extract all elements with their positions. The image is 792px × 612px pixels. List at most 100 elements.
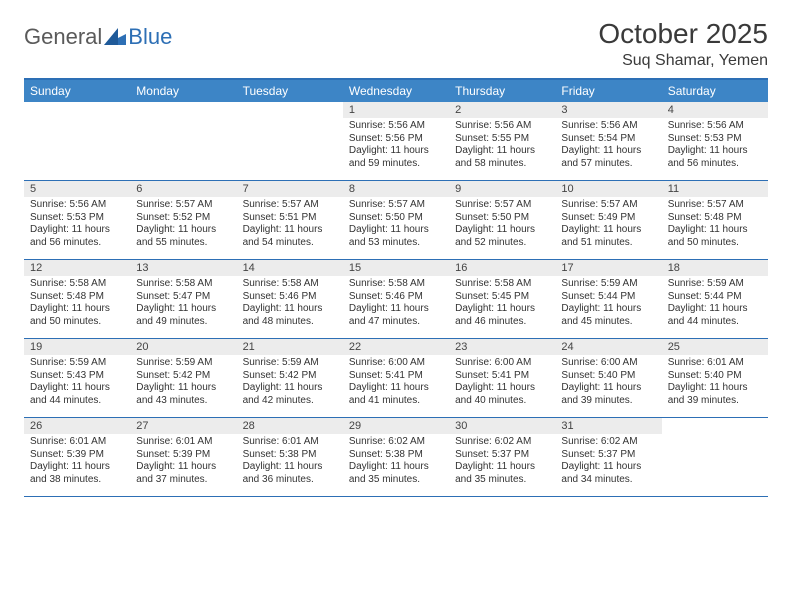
- sunrise-line: Sunrise: 5:56 AM: [30, 199, 124, 212]
- daylight-line: Daylight: 11 hours and 43 minutes.: [136, 382, 230, 407]
- daylight-line: Daylight: 11 hours and 53 minutes.: [349, 224, 443, 249]
- sunset-line: Sunset: 5:41 PM: [455, 370, 549, 383]
- sunrise-line: Sunrise: 5:56 AM: [349, 120, 443, 133]
- sunset-line: Sunset: 5:52 PM: [136, 212, 230, 225]
- day-details: Sunrise: 6:01 AMSunset: 5:38 PMDaylight:…: [237, 434, 343, 490]
- day-details: Sunrise: 5:57 AMSunset: 5:52 PMDaylight:…: [130, 197, 236, 253]
- day-details: Sunrise: 5:56 AMSunset: 5:56 PMDaylight:…: [343, 118, 449, 174]
- week-row: 5Sunrise: 5:56 AMSunset: 5:53 PMDaylight…: [24, 181, 768, 260]
- daylight-line: Daylight: 11 hours and 50 minutes.: [30, 303, 124, 328]
- day-cell: 28Sunrise: 6:01 AMSunset: 5:38 PMDayligh…: [237, 418, 343, 496]
- day-details: Sunrise: 6:00 AMSunset: 5:41 PMDaylight:…: [449, 355, 555, 411]
- day-cell: [237, 102, 343, 180]
- day-details: Sunrise: 5:57 AMSunset: 5:48 PMDaylight:…: [662, 197, 768, 253]
- daylight-line: Daylight: 11 hours and 54 minutes.: [243, 224, 337, 249]
- sunrise-line: Sunrise: 6:00 AM: [349, 357, 443, 370]
- daylight-line: Daylight: 11 hours and 49 minutes.: [136, 303, 230, 328]
- day-number: 23: [449, 339, 555, 355]
- day-details: Sunrise: 6:01 AMSunset: 5:39 PMDaylight:…: [24, 434, 130, 490]
- logo-text-general: General: [24, 24, 102, 50]
- day-cell: 11Sunrise: 5:57 AMSunset: 5:48 PMDayligh…: [662, 181, 768, 259]
- sunrise-line: Sunrise: 5:57 AM: [668, 199, 762, 212]
- sunset-line: Sunset: 5:39 PM: [30, 449, 124, 462]
- daylight-line: Daylight: 11 hours and 46 minutes.: [455, 303, 549, 328]
- day-cell: 3Sunrise: 5:56 AMSunset: 5:54 PMDaylight…: [555, 102, 661, 180]
- day-cell: 7Sunrise: 5:57 AMSunset: 5:51 PMDaylight…: [237, 181, 343, 259]
- daylight-line: Daylight: 11 hours and 59 minutes.: [349, 145, 443, 170]
- daylight-line: Daylight: 11 hours and 51 minutes.: [561, 224, 655, 249]
- logo: General Blue: [24, 18, 172, 50]
- day-cell: 8Sunrise: 5:57 AMSunset: 5:50 PMDaylight…: [343, 181, 449, 259]
- daylight-line: Daylight: 11 hours and 52 minutes.: [455, 224, 549, 249]
- sunrise-line: Sunrise: 5:58 AM: [349, 278, 443, 291]
- daylight-line: Daylight: 11 hours and 34 minutes.: [561, 461, 655, 486]
- day-cell: [24, 102, 130, 180]
- week-row: 19Sunrise: 5:59 AMSunset: 5:43 PMDayligh…: [24, 339, 768, 418]
- day-cell: 15Sunrise: 5:58 AMSunset: 5:46 PMDayligh…: [343, 260, 449, 338]
- sunrise-line: Sunrise: 5:59 AM: [668, 278, 762, 291]
- day-number: 19: [24, 339, 130, 355]
- daylight-line: Daylight: 11 hours and 56 minutes.: [668, 145, 762, 170]
- day-details: Sunrise: 5:57 AMSunset: 5:49 PMDaylight:…: [555, 197, 661, 253]
- day-number: 30: [449, 418, 555, 434]
- daylight-line: Daylight: 11 hours and 39 minutes.: [561, 382, 655, 407]
- header-row: General Blue October 2025 Suq Shamar, Ye…: [24, 18, 768, 70]
- day-cell: 10Sunrise: 5:57 AMSunset: 5:49 PMDayligh…: [555, 181, 661, 259]
- daylight-line: Daylight: 11 hours and 36 minutes.: [243, 461, 337, 486]
- daylight-line: Daylight: 11 hours and 38 minutes.: [30, 461, 124, 486]
- location-label: Suq Shamar, Yemen: [598, 52, 768, 70]
- sunrise-line: Sunrise: 5:57 AM: [136, 199, 230, 212]
- day-cell: 24Sunrise: 6:00 AMSunset: 5:40 PMDayligh…: [555, 339, 661, 417]
- sunset-line: Sunset: 5:47 PM: [136, 291, 230, 304]
- day-number: 21: [237, 339, 343, 355]
- day-details: Sunrise: 5:56 AMSunset: 5:54 PMDaylight:…: [555, 118, 661, 174]
- sunrise-line: Sunrise: 6:02 AM: [349, 436, 443, 449]
- day-details: Sunrise: 6:02 AMSunset: 5:38 PMDaylight:…: [343, 434, 449, 490]
- sunset-line: Sunset: 5:44 PM: [561, 291, 655, 304]
- day-number: 16: [449, 260, 555, 276]
- sunset-line: Sunset: 5:43 PM: [30, 370, 124, 383]
- sunrise-line: Sunrise: 5:56 AM: [668, 120, 762, 133]
- day-number: [24, 102, 130, 118]
- weekday-header: Monday: [130, 80, 236, 102]
- logo-text-blue: Blue: [128, 24, 172, 50]
- sunrise-line: Sunrise: 5:58 AM: [30, 278, 124, 291]
- sunrise-line: Sunrise: 5:56 AM: [561, 120, 655, 133]
- daylight-line: Daylight: 11 hours and 40 minutes.: [455, 382, 549, 407]
- sunrise-line: Sunrise: 5:59 AM: [561, 278, 655, 291]
- day-details: Sunrise: 5:59 AMSunset: 5:44 PMDaylight:…: [662, 276, 768, 332]
- sunrise-line: Sunrise: 5:59 AM: [30, 357, 124, 370]
- daylight-line: Daylight: 11 hours and 41 minutes.: [349, 382, 443, 407]
- daylight-line: Daylight: 11 hours and 35 minutes.: [455, 461, 549, 486]
- day-number: 6: [130, 181, 236, 197]
- day-cell: 4Sunrise: 5:56 AMSunset: 5:53 PMDaylight…: [662, 102, 768, 180]
- sunset-line: Sunset: 5:42 PM: [243, 370, 337, 383]
- sunset-line: Sunset: 5:56 PM: [349, 133, 443, 146]
- day-cell: 21Sunrise: 5:59 AMSunset: 5:42 PMDayligh…: [237, 339, 343, 417]
- day-cell: 25Sunrise: 6:01 AMSunset: 5:40 PMDayligh…: [662, 339, 768, 417]
- sunrise-line: Sunrise: 6:01 AM: [30, 436, 124, 449]
- day-details: Sunrise: 5:59 AMSunset: 5:43 PMDaylight:…: [24, 355, 130, 411]
- sunset-line: Sunset: 5:37 PM: [455, 449, 549, 462]
- sunrise-line: Sunrise: 5:56 AM: [455, 120, 549, 133]
- day-cell: 1Sunrise: 5:56 AMSunset: 5:56 PMDaylight…: [343, 102, 449, 180]
- day-number: 13: [130, 260, 236, 276]
- weekday-header: Tuesday: [237, 80, 343, 102]
- sunrise-line: Sunrise: 6:00 AM: [561, 357, 655, 370]
- sunrise-line: Sunrise: 5:57 AM: [561, 199, 655, 212]
- day-number: 4: [662, 102, 768, 118]
- day-details: Sunrise: 5:59 AMSunset: 5:42 PMDaylight:…: [130, 355, 236, 411]
- sunset-line: Sunset: 5:49 PM: [561, 212, 655, 225]
- day-details: Sunrise: 5:58 AMSunset: 5:47 PMDaylight:…: [130, 276, 236, 332]
- day-number: 25: [662, 339, 768, 355]
- daylight-line: Daylight: 11 hours and 58 minutes.: [455, 145, 549, 170]
- day-details: Sunrise: 5:56 AMSunset: 5:53 PMDaylight:…: [24, 197, 130, 253]
- daylight-line: Daylight: 11 hours and 35 minutes.: [349, 461, 443, 486]
- day-cell: 27Sunrise: 6:01 AMSunset: 5:39 PMDayligh…: [130, 418, 236, 496]
- daylight-line: Daylight: 11 hours and 48 minutes.: [243, 303, 337, 328]
- week-row: 26Sunrise: 6:01 AMSunset: 5:39 PMDayligh…: [24, 418, 768, 497]
- day-number: 2: [449, 102, 555, 118]
- day-cell: 5Sunrise: 5:56 AMSunset: 5:53 PMDaylight…: [24, 181, 130, 259]
- day-number: 24: [555, 339, 661, 355]
- day-cell: 26Sunrise: 6:01 AMSunset: 5:39 PMDayligh…: [24, 418, 130, 496]
